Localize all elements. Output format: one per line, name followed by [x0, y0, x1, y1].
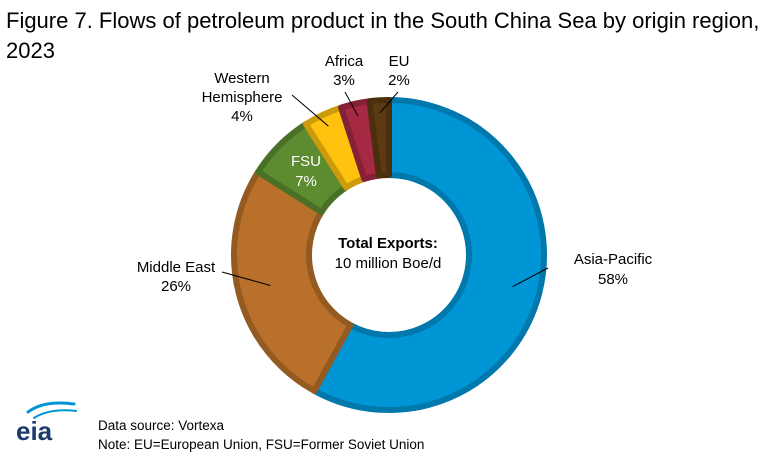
leader-lines: [221, 91, 549, 288]
logo-swoosh-1: [26, 401, 76, 414]
slice-value-eu: 2%: [388, 72, 410, 89]
slice-asia-pacific: [311, 97, 547, 413]
slice-value-asia-pacific: 58%: [598, 271, 628, 288]
leader-line-middle-east: [221, 271, 271, 286]
leader-line-western-hemisphere: [291, 94, 329, 127]
slice-label-western-hemisphere-line2: Hemisphere: [202, 89, 283, 106]
slice-label-asia-pacific: Asia-Pacific: [574, 251, 653, 268]
abbreviation-note: Note: EU=European Union, FSU=Former Sovi…: [98, 437, 425, 452]
slice-value-fsu: 7%: [295, 173, 317, 190]
logo-text: eia: [16, 416, 53, 446]
center-label-line2: 10 million Boe/d: [335, 255, 442, 272]
logo-swoosh-2: [33, 409, 77, 419]
eia-logo: eia: [16, 401, 77, 446]
center-label-line1: Total Exports:: [338, 235, 438, 252]
slice-label-middle-east: Middle East: [137, 259, 216, 276]
slice-label-fsu: FSU: [291, 153, 321, 170]
chart-title: Figure 7. Flows of petroleum product in …: [6, 8, 760, 63]
slice-eu: [366, 97, 392, 179]
data-source-note: Data source: Vortexa: [98, 418, 225, 433]
donut-slices: [231, 97, 547, 413]
leader-line-eu: [379, 91, 399, 114]
leader-line-africa: [344, 91, 359, 117]
slice-value-western-hemisphere: 4%: [231, 108, 253, 125]
slice-label-western-hemisphere-line1: Western: [214, 70, 270, 87]
slice-middle-east: [231, 168, 354, 394]
slice-label-eu: EU: [389, 53, 410, 70]
slice-value-middle-east: 26%: [161, 278, 191, 295]
slice-label-africa: Africa: [325, 53, 364, 70]
leader-line-asia-pacific: [512, 267, 549, 288]
slice-value-africa: 3%: [333, 72, 355, 89]
